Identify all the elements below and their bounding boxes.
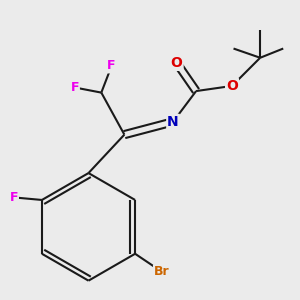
Text: N: N <box>167 115 179 129</box>
Text: F: F <box>70 81 79 94</box>
Text: F: F <box>10 191 18 204</box>
Text: O: O <box>226 79 238 93</box>
Text: F: F <box>107 59 116 73</box>
Text: Br: Br <box>154 265 170 278</box>
Text: O: O <box>171 56 183 70</box>
